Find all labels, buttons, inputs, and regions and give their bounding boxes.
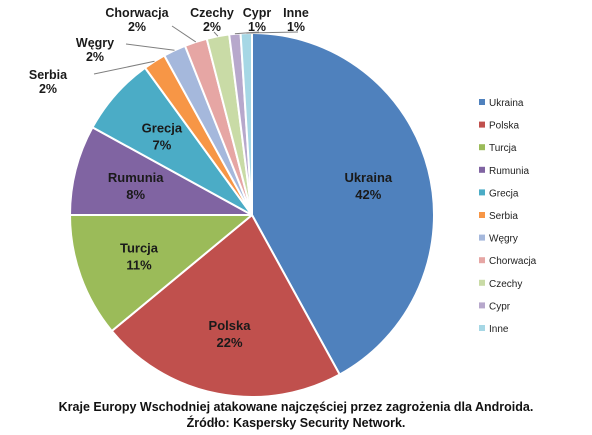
slice-label-inne: Inne — [283, 6, 309, 20]
slice-label-chorwacja: Chorwacja — [105, 6, 169, 20]
caption-line-2: Źródło: Kaspersky Security Network. — [186, 416, 406, 430]
leader-line-serbia — [93, 60, 155, 75]
slice-value-wegry: 2% — [86, 50, 104, 64]
legend-swatch-wegry — [479, 234, 485, 241]
slice-label-polska: Polska — [209, 318, 252, 333]
slice-label-rumunia: Rumunia — [108, 170, 164, 185]
legend-label-rumunia: Rumunia — [489, 166, 529, 177]
legend-swatch-cypr — [479, 302, 485, 309]
leader-line-czechy — [213, 31, 219, 37]
legend-label-chorwacja: Chorwacja — [489, 256, 537, 267]
slice-value-turcja: 11% — [126, 258, 152, 273]
slice-value-cypr: 1% — [248, 20, 266, 34]
legend-label-wegry: Węgry — [489, 234, 518, 245]
chart-caption: Kraje Europy Wschodniej atakowane najczę… — [0, 399, 592, 431]
chart-legend: Ukraina Polska Turcja Rumunia Grecja Serbia Wę… — [479, 98, 537, 335]
slice-value-czechy: 2% — [203, 20, 221, 34]
leader-lines — [93, 25, 299, 75]
slice-value-serbia: 2% — [39, 82, 57, 96]
legend-swatch-turcja — [479, 144, 485, 151]
caption-line-1: Kraje Europy Wschodniej atakowane najczę… — [58, 400, 534, 414]
slice-value-ukraina: 42% — [355, 187, 381, 202]
legend-label-czechy: Czechy — [489, 279, 522, 290]
slice-label-ukraina: Ukraina — [344, 170, 392, 185]
pie-slice-rumunia — [69, 126, 253, 216]
legend-label-serbia: Serbia — [489, 211, 518, 222]
legend-swatch-inne — [479, 325, 485, 331]
slice-label-wegry: Węgry — [76, 36, 114, 50]
legend-swatch-chorwacja — [479, 257, 485, 264]
slice-label-serbia: Serbia — [29, 68, 68, 82]
slice-label-czechy: Czechy — [190, 6, 234, 20]
pie-slices — [69, 32, 435, 398]
legend-label-ukraina: Ukraina — [489, 98, 524, 109]
legend-label-grecja: Grecja — [489, 188, 519, 199]
slice-label-cypr: Cypr — [243, 6, 272, 20]
slice-value-rumunia: 8% — [126, 187, 145, 202]
slice-value-grecja: 7% — [153, 138, 172, 153]
legend-swatch-serbia — [479, 212, 485, 218]
pie-slice-ukraina — [251, 32, 435, 376]
legend-label-inne: Inne — [489, 324, 509, 335]
pie-chart: Ukraina 42% Polska 22% Turcja 11% Rumunia 8% Gre… — [29, 6, 537, 398]
pie-slice-polska — [110, 214, 341, 398]
legend-swatch-ukraina — [479, 99, 485, 105]
slice-label-turcja: Turcja — [120, 241, 159, 256]
leader-line-inne — [246, 31, 299, 34]
slice-label-grecja: Grecja — [142, 121, 183, 136]
legend-swatch-czechy — [479, 279, 485, 286]
slice-value-inne: 1% — [287, 20, 305, 34]
data-labels: Ukraina 42% Polska 22% Turcja 11% Rumunia 8% Gre… — [29, 6, 393, 350]
pie-slice-turcja — [69, 214, 253, 333]
leader-line-chorwacja — [171, 25, 197, 43]
legend-swatch-polska — [479, 121, 485, 128]
legend-label-turcja: Turcja — [489, 143, 517, 154]
leader-line-wegry — [125, 43, 175, 51]
legend-swatch-rumunia — [479, 166, 485, 173]
legend-label-polska: Polska — [489, 121, 519, 132]
slice-value-chorwacja: 2% — [128, 20, 146, 34]
legend-swatch-grecja — [479, 189, 485, 196]
slice-value-polska: 22% — [216, 335, 242, 350]
legend-label-cypr: Cypr — [489, 301, 511, 312]
